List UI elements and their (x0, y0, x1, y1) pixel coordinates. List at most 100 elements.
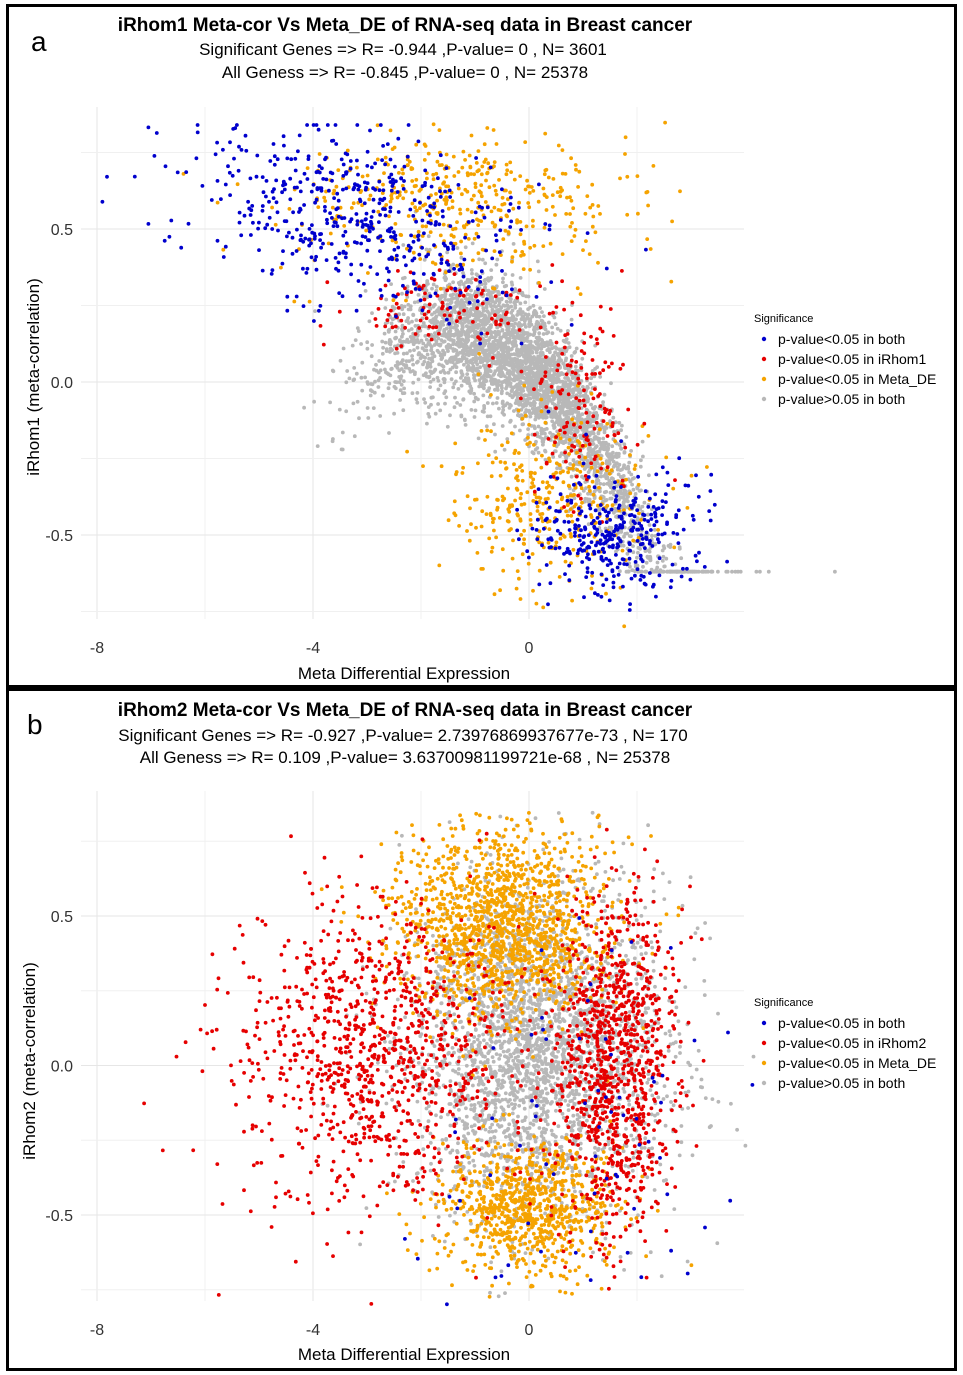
scatter-point (451, 247, 456, 251)
scatter-point (521, 317, 526, 322)
scatter-point (434, 192, 438, 196)
scatter-point (532, 443, 536, 447)
scatter-point (516, 322, 520, 327)
scatter-point (371, 197, 376, 202)
scatter-point (511, 369, 516, 374)
scatter-point (594, 420, 599, 425)
scatter-point (376, 385, 381, 389)
scatter-point (573, 371, 578, 376)
scatter-point (581, 385, 585, 389)
scatter-point (530, 481, 535, 485)
scatter-point (638, 569, 643, 574)
scatter-point (447, 282, 452, 287)
scatter-point (414, 397, 419, 402)
scatter-point (223, 244, 228, 249)
scatter-point (576, 412, 581, 417)
scatter-point (445, 310, 450, 314)
scatter-point (604, 529, 609, 534)
scatter-point (389, 308, 393, 313)
scatter-point (550, 331, 555, 336)
scatter-point (652, 528, 657, 532)
scatter-point (416, 238, 421, 242)
scatter-point (181, 172, 186, 176)
scatter-point (387, 327, 392, 332)
scatter-point (449, 286, 454, 291)
scatter-point (424, 316, 429, 321)
scatter-point (429, 193, 433, 198)
scatter-point (528, 319, 533, 324)
scatter-point (449, 297, 453, 302)
scatter-point (394, 380, 399, 385)
scatter-point (568, 426, 573, 431)
scatter-point (724, 569, 729, 574)
scatter-point (428, 380, 433, 384)
scatter-point (431, 395, 435, 400)
scatter-point (565, 332, 570, 336)
scatter-point (453, 363, 457, 367)
scatter-point (535, 363, 539, 368)
scatter-point (618, 569, 622, 574)
scatter-point (523, 187, 528, 192)
scatter-point (585, 570, 590, 574)
scatter-point (570, 466, 575, 471)
scatter-point (531, 224, 535, 229)
scatter-point (633, 500, 637, 504)
scatter-point (508, 418, 513, 423)
scatter-point (685, 506, 690, 510)
scatter-point (515, 512, 520, 516)
scatter-point (587, 424, 592, 429)
scatter-point (457, 524, 461, 528)
scatter-point (506, 362, 511, 367)
scatter-point (477, 168, 481, 173)
scatter-point (655, 560, 660, 565)
scatter-point (550, 204, 555, 209)
scatter-point (441, 181, 445, 186)
scatter-point (736, 569, 740, 574)
scatter-point (587, 503, 592, 508)
scatter-point (526, 377, 531, 382)
scatter-point (364, 228, 369, 233)
scatter-point (509, 527, 513, 531)
scatter-point (653, 514, 658, 519)
scatter-point (480, 313, 484, 318)
scatter-point (491, 401, 495, 406)
scatter-point (412, 300, 417, 305)
scatter-point (578, 511, 582, 516)
scatter-point (432, 354, 437, 359)
scatter-point (506, 197, 510, 202)
scatter-point (458, 403, 463, 407)
scatter-point (452, 499, 457, 504)
scatter-point (649, 517, 654, 521)
scatter-point (536, 199, 541, 204)
scatter-point (538, 381, 543, 385)
scatter-point (502, 202, 507, 206)
scatter-point (562, 430, 567, 435)
scatter-point (496, 359, 500, 364)
scatter-point (535, 378, 540, 383)
scatter-point (572, 350, 577, 355)
scatter-point (400, 291, 404, 296)
scatter-point (558, 428, 562, 433)
scatter-point (693, 553, 698, 558)
scatter-point (530, 344, 535, 349)
scatter-point (232, 156, 236, 161)
scatter-point (399, 344, 404, 348)
scatter-point (550, 451, 555, 456)
scatter-point (577, 454, 582, 459)
scatter-point (527, 191, 532, 195)
scatter-point (274, 178, 279, 183)
scatter-point (592, 467, 597, 471)
scatter-point (586, 522, 591, 527)
scatter-point (487, 536, 492, 541)
scatter-point (664, 455, 669, 460)
scatter-point (435, 320, 440, 324)
scatter-point (537, 182, 541, 187)
scatter-point (428, 361, 432, 366)
scatter-point (546, 437, 551, 441)
panel-letter: a (31, 26, 47, 57)
scatter-point (474, 161, 479, 165)
scatter-point (561, 480, 566, 485)
scatter-point (477, 351, 482, 356)
scatter-point (591, 214, 596, 219)
scatter-point (626, 466, 631, 471)
